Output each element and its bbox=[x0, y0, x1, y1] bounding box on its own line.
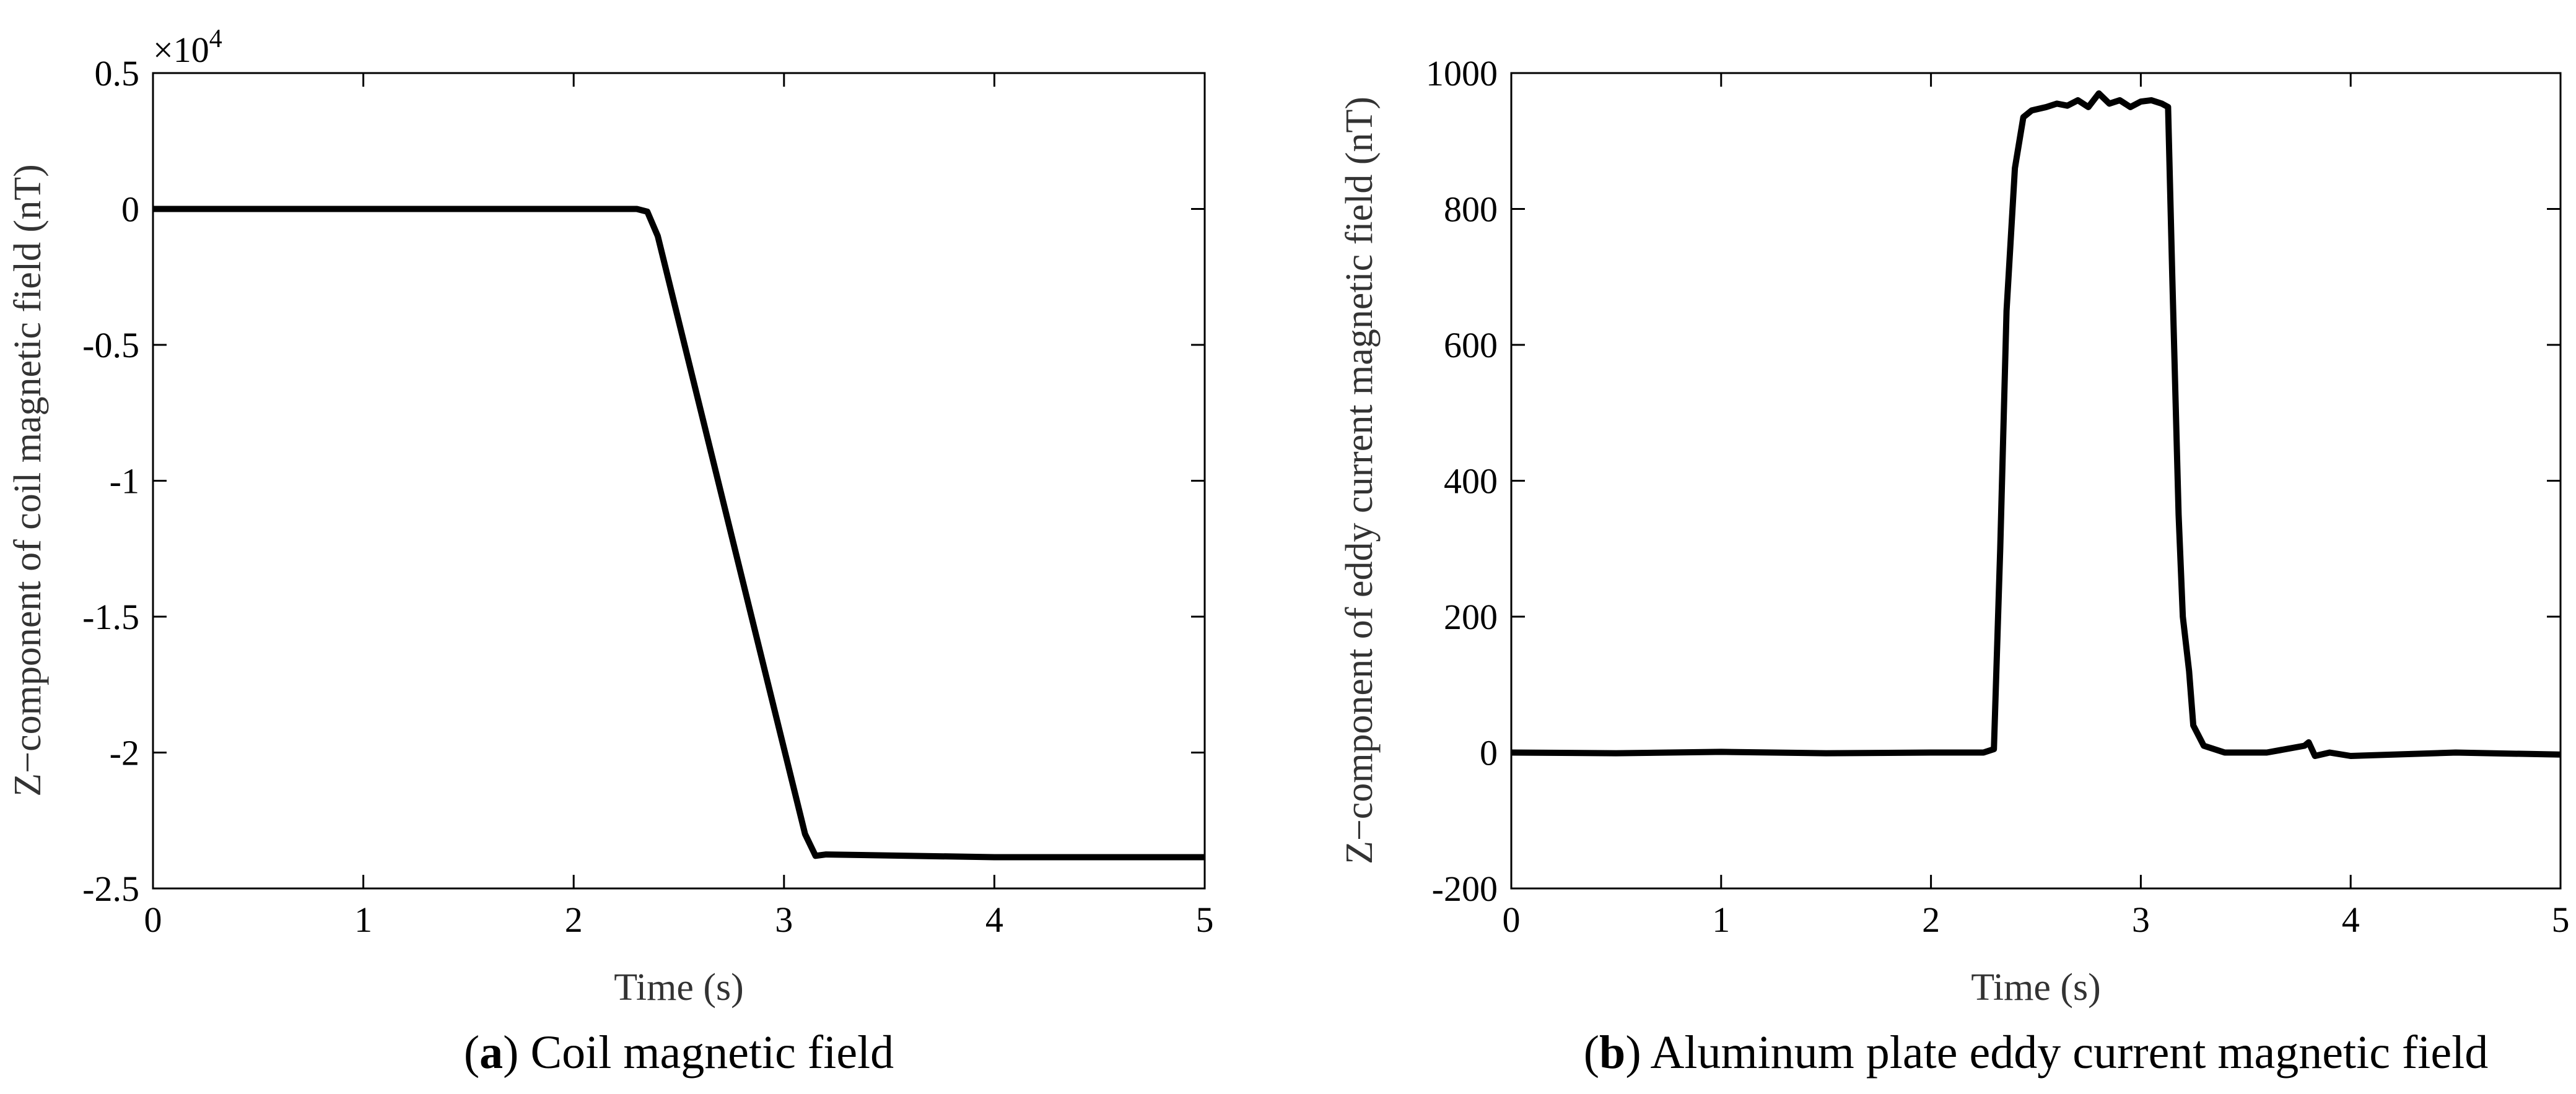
caption-a-text: Coil magnetic field bbox=[530, 1027, 894, 1079]
x-tick-label-a-3: 3 bbox=[775, 900, 793, 940]
plot-area-a bbox=[152, 72, 1206, 890]
caption-a-letter: a bbox=[479, 1027, 503, 1079]
panel-coil-magnetic-field: 0 1 2 3 4 5 0.5 0 -0.5 -1 -1.5 -2 -2.5 ×104 Time (s)… bbox=[7, 25, 1214, 1079]
y-axis-label-b: Z−component of eddy current magnetic fie… bbox=[1338, 97, 1381, 864]
y-tick-label-b-4: 200 bbox=[1444, 597, 1498, 637]
ticks-a: 0 1 2 3 4 5 0.5 0 -0.5 -1 -1.5 -2 -2.5 bbox=[82, 53, 1213, 940]
x-tick-label-a-0: 0 bbox=[144, 900, 162, 940]
plot-area-b bbox=[1510, 72, 2562, 890]
x-tick-label-b-5: 5 bbox=[2552, 900, 2570, 940]
y-exponent-label-a: ×104 bbox=[153, 25, 222, 70]
x-tick-label-b-2: 2 bbox=[1922, 900, 1940, 940]
x-axis-label-b: Time (s) bbox=[1971, 966, 2101, 1009]
y-tick-label-a-5: -2 bbox=[110, 733, 139, 773]
x-tick-label-a-1: 1 bbox=[354, 900, 372, 940]
y-tick-label-b-0: 1000 bbox=[1426, 53, 1498, 93]
x-tick-label-a-2: 2 bbox=[565, 900, 583, 940]
y-tick-label-b-2: 600 bbox=[1444, 325, 1498, 365]
y-axis-label-a: Z−component of coil magnetic field (nT) bbox=[7, 164, 49, 796]
y-tick-label-a-6: -2.5 bbox=[82, 869, 139, 909]
y-tick-label-a-2: -0.5 bbox=[82, 325, 139, 365]
x-tick-label-b-4: 4 bbox=[2342, 900, 2360, 940]
y-tick-label-a-0: 0.5 bbox=[95, 53, 140, 93]
y-tick-label-a-1: 0 bbox=[121, 189, 139, 230]
caption-b-letter: b bbox=[1599, 1027, 1625, 1079]
eddy-field-line bbox=[1511, 90, 2561, 759]
y-tick-label-b-1: 800 bbox=[1444, 189, 1498, 230]
x-tick-label-b-3: 3 bbox=[2132, 900, 2150, 940]
y-tick-label-a-3: -1 bbox=[110, 461, 139, 501]
y-tick-label-b-3: 400 bbox=[1444, 461, 1498, 501]
y-tick-label-b-6: -200 bbox=[1432, 869, 1498, 909]
caption-b: (b) Aluminum plate eddy current magnetic… bbox=[1584, 1027, 2489, 1079]
y-tick-label-a-4: -1.5 bbox=[82, 597, 139, 637]
coil-field-line bbox=[153, 206, 1205, 861]
caption-a: (a) Coil magnetic field bbox=[464, 1027, 894, 1079]
caption-b-text: Aluminum plate eddy current magnetic fie… bbox=[1650, 1027, 2488, 1079]
x-tick-label-a-4: 4 bbox=[985, 900, 1003, 940]
x-axis-label-a: Time (s) bbox=[614, 966, 744, 1009]
x-tick-label-b-1: 1 bbox=[1712, 900, 1730, 940]
x-tick-label-a-5: 5 bbox=[1196, 900, 1214, 940]
y-exponent-power-a: 4 bbox=[209, 25, 222, 53]
x-tick-label-b-0: 0 bbox=[1503, 900, 1521, 940]
y-tick-label-b-5: 0 bbox=[1480, 733, 1498, 773]
